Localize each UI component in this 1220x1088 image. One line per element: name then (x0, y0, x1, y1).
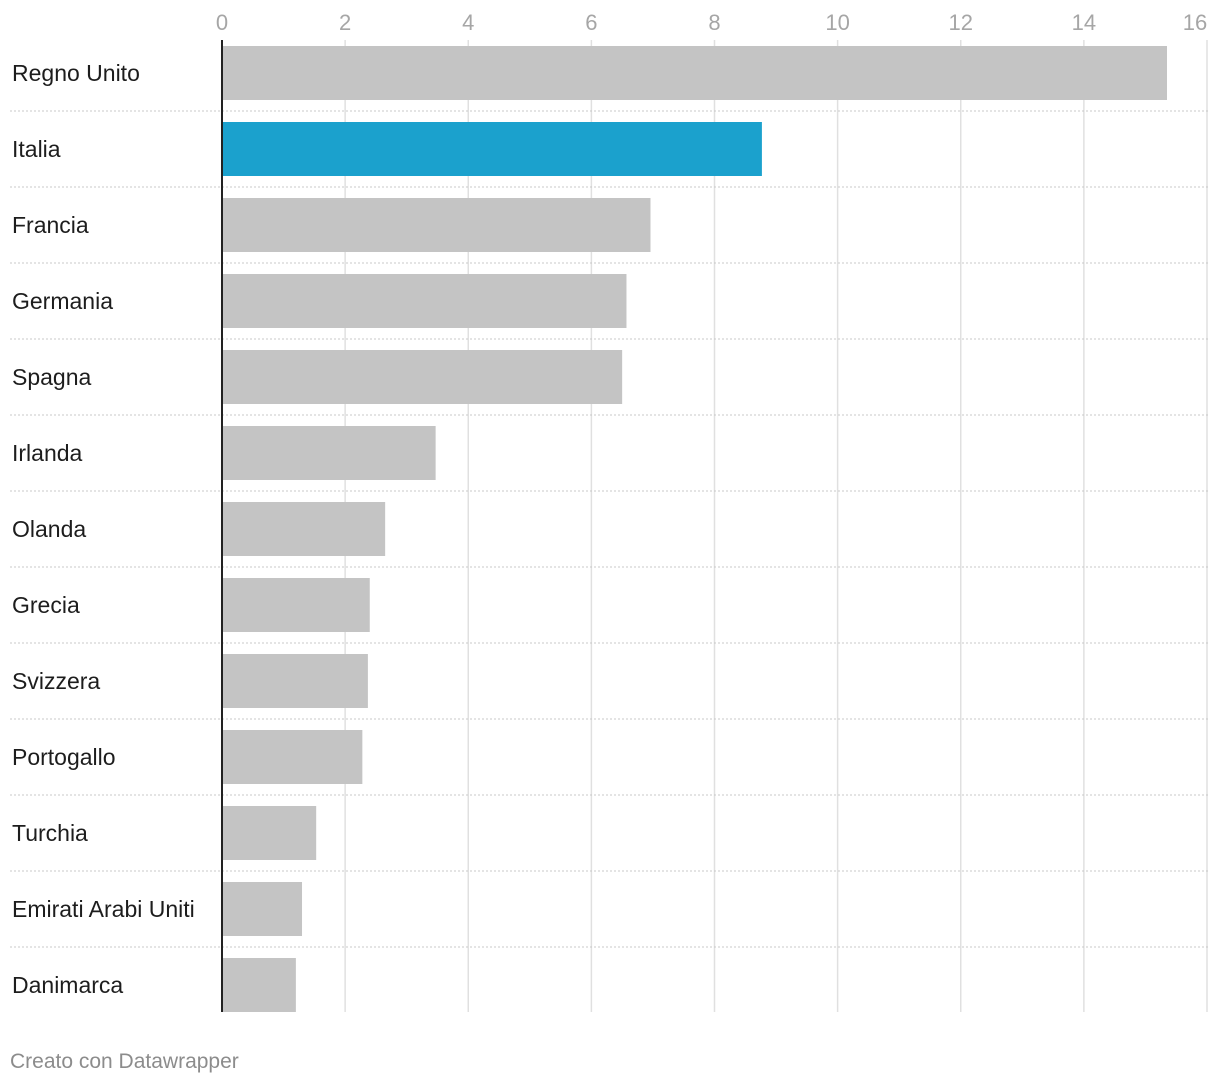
category-label: Olanda (12, 516, 86, 542)
bar-italia (222, 122, 762, 176)
x-tick-label: 14 (1072, 10, 1096, 35)
bar-turchia (222, 806, 317, 860)
bar-svizzera (222, 654, 368, 708)
category-label: Italia (12, 136, 61, 162)
category-label: Spagna (12, 364, 92, 390)
bar-chart: 0 2 4 6 8 10 12 14 16 Regno Unito Italia Francia Ge… (10, 10, 1208, 1012)
x-axis-ticks: 0 2 4 6 8 10 12 14 16 (216, 10, 1207, 35)
category-label: Turchia (12, 820, 88, 846)
bar-germania (222, 274, 627, 328)
category-label: Regno Unito (12, 60, 140, 86)
x-tick-label: 2 (339, 10, 351, 35)
category-label: Francia (12, 212, 89, 238)
category-label: Irlanda (12, 440, 83, 466)
category-label: Danimarca (12, 972, 123, 998)
x-tick-label: 0 (216, 10, 228, 35)
category-label: Germania (12, 288, 113, 314)
bar-grecia (222, 578, 370, 632)
bars (222, 46, 1167, 1012)
bar-emirati-arabi-uniti (222, 882, 303, 936)
x-tick-label: 6 (585, 10, 597, 35)
category-label: Grecia (12, 592, 80, 618)
x-tick-label: 16 (1183, 10, 1207, 35)
chart-credit: Creato con Datawrapper (10, 1050, 239, 1073)
x-tick-label: 4 (462, 10, 474, 35)
category-label: Svizzera (12, 668, 100, 694)
bar-danimarca (222, 958, 296, 1012)
x-tick-label: 8 (708, 10, 720, 35)
bar-francia (222, 198, 651, 252)
category-label: Portogallo (12, 744, 116, 770)
bar-portogallo (222, 730, 363, 784)
bar-irlanda (222, 426, 436, 480)
grid-lines (344, 40, 1208, 1012)
category-labels: Regno Unito Italia Francia Germania Spagna Ir… (12, 60, 195, 998)
bar-olanda (222, 502, 386, 556)
x-tick-label: 12 (949, 10, 973, 35)
category-label: Emirati Arabi Uniti (12, 896, 195, 922)
bar-spagna (222, 350, 623, 404)
bar-regno-unito (222, 46, 1167, 100)
x-tick-label: 10 (825, 10, 849, 35)
